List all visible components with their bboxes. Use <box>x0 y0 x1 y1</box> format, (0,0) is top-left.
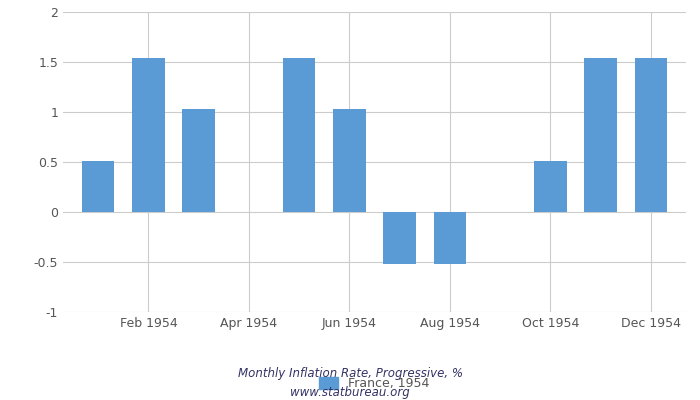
Bar <box>433 212 466 264</box>
Text: www.statbureau.org: www.statbureau.org <box>290 386 410 399</box>
Bar <box>534 161 567 212</box>
Bar <box>132 58 164 212</box>
Bar <box>283 58 316 212</box>
Bar <box>182 109 215 212</box>
Legend: France, 1954: France, 1954 <box>314 372 435 395</box>
Bar <box>333 109 365 212</box>
Bar <box>584 58 617 212</box>
Bar <box>82 161 115 212</box>
Bar <box>634 58 667 212</box>
Bar <box>384 212 416 264</box>
Text: Monthly Inflation Rate, Progressive, %: Monthly Inflation Rate, Progressive, % <box>237 368 463 380</box>
